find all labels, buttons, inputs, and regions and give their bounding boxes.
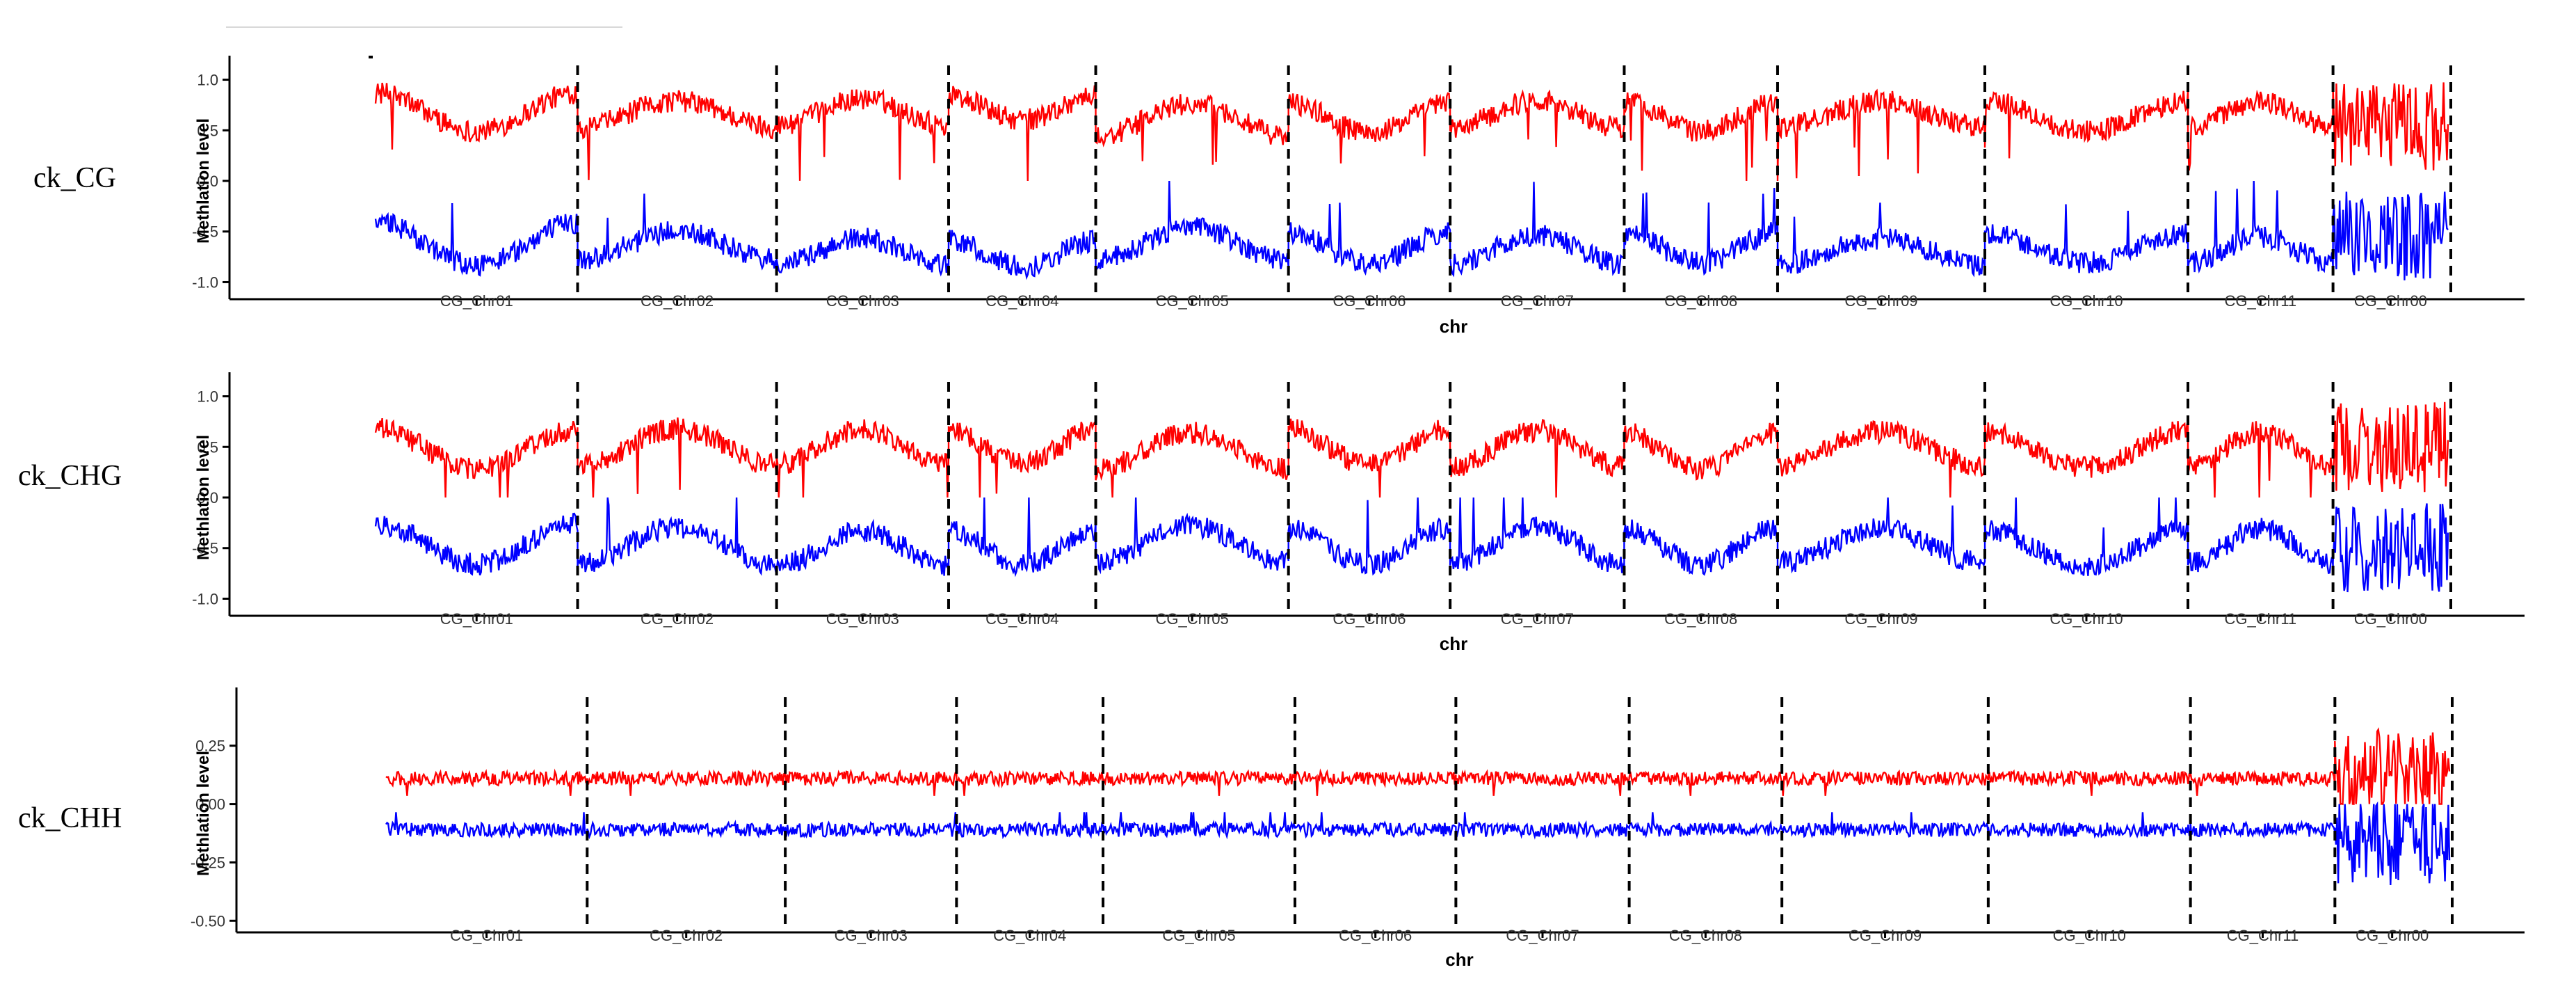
y-tick-label: 1.0 xyxy=(197,72,218,89)
panel-1: 1.0 0.5 0.0 -0.5 -1.0 CG_Chr01 CG_Chr02 CG_Chr0… xyxy=(192,372,2525,654)
x-tick-label: CG_Chr04 xyxy=(985,610,1058,628)
y-tick-label: -1.0 xyxy=(192,590,218,607)
x-axis-label: chr xyxy=(1440,316,1467,337)
x-tick-label: CG_Chr00 xyxy=(2356,927,2429,944)
series-line-upper xyxy=(374,82,2449,182)
series-line-lower xyxy=(374,180,2449,280)
y-tick-label: 1.0 xyxy=(197,388,218,406)
x-tick-label: CG_Chr02 xyxy=(641,292,714,310)
x-tick-label: CG_Chr01 xyxy=(440,292,513,310)
panel-0: 1.0 0.5 0.0 -0.5 -1.0 CG_Chr01 CG_Chr02 CG_Chr0… xyxy=(192,56,2525,337)
panel-label-chg: ck_CHG xyxy=(18,460,122,492)
x-tick-label: CG_Chr10 xyxy=(2050,292,2123,310)
y-tick-label: 0.0 xyxy=(197,489,218,507)
x-tick-label: CG_Chr10 xyxy=(2050,610,2123,628)
series-line-upper xyxy=(385,727,2451,806)
x-tick-label: CG_Chr08 xyxy=(1664,292,1737,310)
panel-label-chh: ck_CHH xyxy=(18,802,122,834)
x-tick-label: CG_Chr09 xyxy=(1844,292,1917,310)
series-line-upper xyxy=(374,401,2449,498)
y-tick-label: -0.5 xyxy=(192,540,218,557)
x-tick-label: CG_Chr08 xyxy=(1664,610,1737,628)
y-axis-label: Methlation level xyxy=(194,435,213,560)
x-tick-label: CG_Chr00 xyxy=(2354,610,2427,628)
top-rule xyxy=(226,26,622,28)
x-tick-label: CG_Chr02 xyxy=(650,927,723,944)
x-tick-label: CG_Chr05 xyxy=(1162,927,1235,944)
x-tick-label: CG_Chr00 xyxy=(2354,292,2427,310)
y-tick-label: -0.50 xyxy=(191,912,225,930)
panel-label-cg: ck_CG xyxy=(33,162,116,194)
x-tick-label: CG_Chr11 xyxy=(2225,292,2297,310)
x-tick-label: CG_Chr10 xyxy=(2053,927,2126,944)
y-tick-label: 0.5 xyxy=(197,122,218,139)
y-tick-label: -0.25 xyxy=(191,854,225,871)
x-tick-label: CG_Chr05 xyxy=(1156,292,1229,310)
x-axis-label: chr xyxy=(1440,633,1467,654)
x-tick-label: CG_Chr07 xyxy=(1501,610,1574,628)
series-line-lower xyxy=(385,801,2451,886)
y-tick-label: -1.0 xyxy=(192,273,218,291)
x-tick-label: CG_Chr09 xyxy=(1849,927,1922,944)
x-tick-label: CG_Chr01 xyxy=(440,610,513,628)
x-tick-label: CG_Chr11 xyxy=(2225,610,2297,628)
y-tick-label: 0.00 xyxy=(195,796,225,813)
x-axis-label: chr xyxy=(1445,949,1473,970)
x-tick-label: CG_Chr11 xyxy=(2227,927,2299,944)
x-tick-label: CG_Chr01 xyxy=(450,927,523,944)
x-tick-label: CG_Chr08 xyxy=(1669,927,1742,944)
x-tick-label: CG_Chr06 xyxy=(1339,927,1412,944)
panel-2: 0.25 0.00 -0.25 -0.50 CG_Chr01 CG_Chr02 CG_Chr… xyxy=(191,687,2525,970)
x-tick-label: CG_Chr09 xyxy=(1844,610,1917,628)
y-axis-label: Methlation level xyxy=(194,118,213,244)
y-tick-label: 0.0 xyxy=(197,173,218,190)
x-tick-label: CG_Chr07 xyxy=(1506,927,1579,944)
x-tick-label: CG_Chr03 xyxy=(826,610,899,628)
x-tick-label: CG_Chr04 xyxy=(993,927,1066,944)
series-line-lower xyxy=(374,497,2449,593)
x-tick-label: CG_Chr06 xyxy=(1333,610,1406,628)
y-tick-label: 0.5 xyxy=(197,438,218,456)
x-tick-label: CG_Chr06 xyxy=(1333,292,1406,310)
x-tick-label: CG_Chr04 xyxy=(985,292,1058,310)
x-tick-label: CG_Chr03 xyxy=(826,292,899,310)
y-tick-label: 0.25 xyxy=(195,738,225,755)
y-tick-label: -0.5 xyxy=(192,223,218,241)
x-tick-label: CG_Chr03 xyxy=(835,927,908,944)
x-tick-label: CG_Chr07 xyxy=(1501,292,1574,310)
y-axis-label: Methlation level xyxy=(194,751,213,876)
top-dot xyxy=(369,56,373,58)
x-tick-label: CG_Chr02 xyxy=(641,610,714,628)
x-tick-label: CG_Chr05 xyxy=(1156,610,1229,628)
